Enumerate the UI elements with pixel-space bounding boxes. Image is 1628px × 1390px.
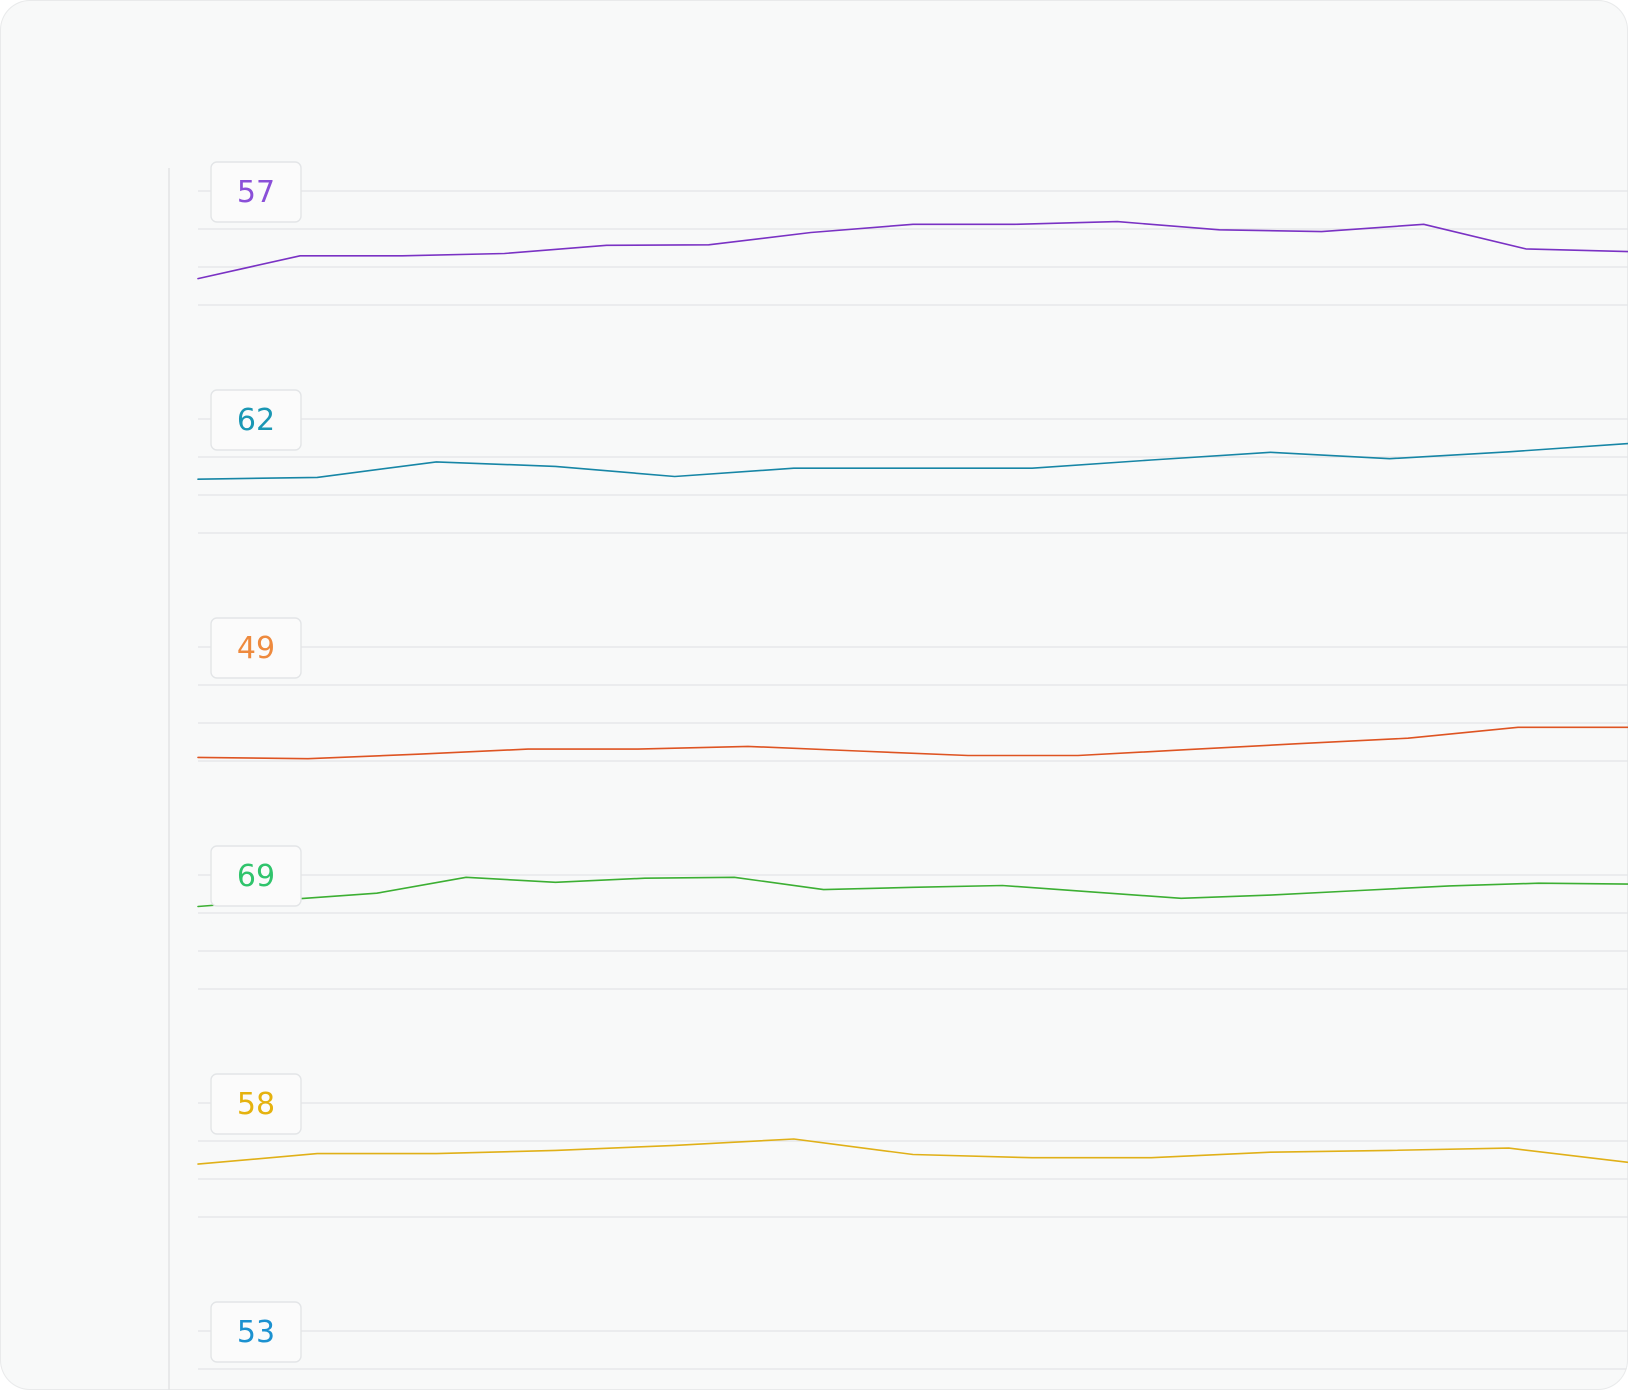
value-badge-box <box>210 1073 302 1135</box>
panel-5: 58 <box>197 1073 1628 1218</box>
value-label: 53 <box>237 1315 275 1350</box>
panel-1: 57 <box>197 161 1628 306</box>
value-badge-box <box>210 1301 302 1363</box>
value-label: 58 <box>237 1087 275 1122</box>
value-badge-58: 58 <box>210 1073 302 1135</box>
series-line-58 <box>197 1138 1628 1165</box>
value-badge-box <box>210 617 302 679</box>
value-badge-box <box>210 389 302 451</box>
panel-6: 53 <box>198 1301 1628 1370</box>
value-badge-62: 62 <box>210 389 302 451</box>
value-badge-57: 57 <box>210 161 302 223</box>
series-line-69 <box>197 876 1628 908</box>
panel-3: 49 <box>197 617 1628 762</box>
panel-4: 69 <box>197 845 1628 990</box>
series-line-62 <box>197 442 1628 481</box>
value-label: 69 <box>237 859 275 894</box>
value-badge-box <box>210 161 302 223</box>
series-line-57 <box>197 220 1628 280</box>
value-badge-53: 53 <box>210 1301 302 1363</box>
value-badge-box <box>210 845 302 907</box>
series-line-49 <box>197 726 1628 760</box>
value-label: 49 <box>237 631 275 666</box>
value-badge-49: 49 <box>210 617 302 679</box>
panel-2: 62 <box>197 389 1628 534</box>
value-badge-69: 69 <box>210 845 302 907</box>
value-label: 62 <box>237 403 275 438</box>
value-label: 57 <box>237 175 275 210</box>
